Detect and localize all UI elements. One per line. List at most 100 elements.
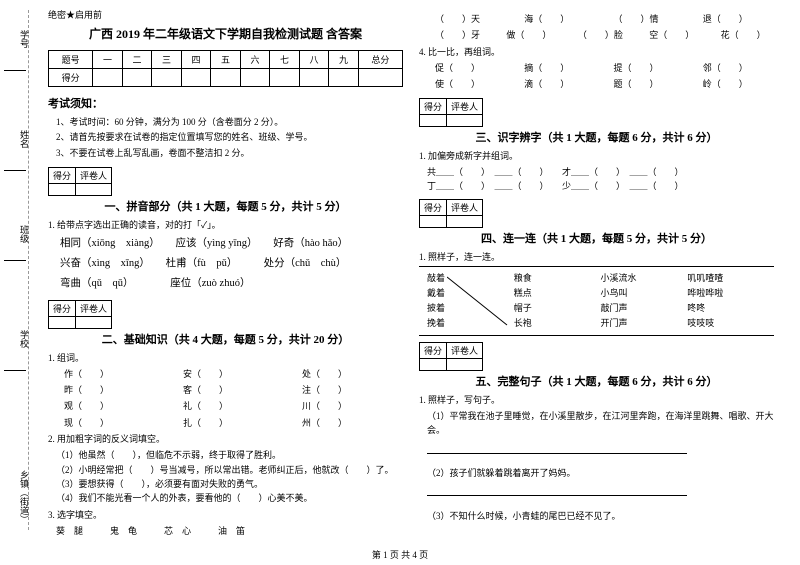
zuci-grid: 作（ ）安（ ）处（ ） 昨（ ）客（ ）注（ ） 观（ ）礼（ ）川（ ） 现…: [56, 367, 403, 431]
cell: 海（ ）: [524, 12, 595, 26]
q-text: 1. 照样子，连一连。: [419, 250, 774, 263]
exam-title: 广西 2019 年二年级语文下学期自我检测试题 含答案: [48, 25, 403, 42]
pinyin-row: 兴奋（xìng xīng） 杜甫（fù pǔ） 处分（chǔ chù）: [60, 254, 403, 274]
zuci-cell: 扎（ ）: [183, 416, 284, 430]
match-cell: 粮食: [514, 271, 601, 286]
match-cell: 哗啦哗啦: [687, 286, 774, 301]
notice-title: 考试须知：: [48, 95, 403, 111]
cell: 五: [211, 51, 241, 69]
bind-label-name: 姓名: [18, 130, 31, 148]
line: （2）孩子们就躲着跳着离开了妈妈。: [427, 466, 774, 480]
blank-line: [427, 444, 687, 454]
table-row: 得分: [49, 69, 403, 87]
s5-lines: （1）平常我在池子里睡觉，在小溪里散步，在江河里奔跑，在海洋里跳舞、唱歌、开大会…: [427, 409, 774, 523]
cell: 评卷人: [447, 342, 483, 358]
cell: （ ）情: [614, 12, 685, 26]
cell: 总分: [358, 51, 402, 69]
cell: 八: [299, 51, 329, 69]
secret-label: 绝密★启用前: [48, 8, 403, 21]
line: （4）我们不能光看一个人的外表，要看他的（ ）心美不美。: [56, 491, 403, 505]
zuci-cell: 川（ ）: [302, 399, 403, 413]
cell: 得分: [420, 342, 447, 358]
match-cell: 帽子: [514, 301, 601, 316]
cell: （ ）天: [435, 12, 506, 26]
line: （3）不知什么时候，小青蛙的尾巴已经不见了。: [427, 509, 774, 523]
section-3-title: 三、识字辨字（共 1 大题，每题 6 分，共计 6 分）: [419, 129, 774, 145]
score-box: 得分评卷人: [48, 167, 112, 196]
cell: 评卷人: [447, 200, 483, 216]
bind-slot: [4, 70, 26, 71]
match-cell: 咚咚: [687, 301, 774, 316]
match-cell: 戴着: [427, 286, 514, 301]
cell: 一: [93, 51, 123, 69]
bind-label-xuehao: 学号: [18, 30, 31, 48]
section-4-title: 四、连一连（共 1 大题，每题 5 分，共计 5 分）: [419, 230, 774, 246]
binding-dash: [28, 10, 29, 530]
cell: 摘（ ）: [524, 61, 595, 75]
score-summary-table: 题号 一 二 三 四 五 六 七 八 九 总分 得分: [48, 50, 403, 87]
zuci-cell: 观（ ）: [64, 399, 165, 413]
section-5-title: 五、完整句子（共 1 大题，每题 6 分，共计 6 分）: [419, 373, 774, 389]
cell: 邻（ ）: [703, 61, 774, 75]
cell: 花（ ）: [721, 28, 774, 42]
cell: （ ）脸: [578, 28, 631, 42]
notice-list: 1、考试时间：60 分钟，满分为 100 分（含卷面分 2 分）。 2、请首先按…: [56, 115, 403, 161]
q4-rows: 促（ ） 摘（ ） 提（ ） 邻（ ） 使（ ） 滴（ ） 题（ ） 岭（ ）: [427, 61, 774, 92]
cell: 九: [329, 51, 359, 69]
match-box: 敲着粮食小溪流水叽叽喳喳 戴着糕点小鸟叫哗啦哗啦 披着帽子敲门声咚咚 挽着长袍开…: [419, 266, 774, 335]
cell: 得分: [49, 69, 93, 87]
match-cell: 叽叽喳喳: [687, 271, 774, 286]
section-1-title: 一、拼音部分（共 1 大题，每题 5 分，共计 5 分）: [48, 198, 403, 214]
match-cell: 挽着: [427, 316, 514, 331]
match-cell: 开门声: [601, 316, 688, 331]
score-box: 得分评卷人: [419, 342, 483, 371]
pinyin-row: 相同（xiōng xiàng） 应该（yìng yīng） 好奇（hào hǎo…: [60, 234, 403, 254]
line: （1）他虽然（ ），但临危不示弱，终于取得了胜利。: [56, 448, 403, 462]
page-footer: 第 1 页 共 4 页: [0, 548, 800, 561]
bind-slot: [4, 370, 26, 371]
score-box: 得分评卷人: [419, 98, 483, 127]
q-text: 1. 照样子，写句子。: [419, 393, 774, 406]
cell: 评卷人: [76, 167, 112, 183]
bind-slot: [4, 260, 26, 261]
line: （3）要想获得（ ），必须要有面对失败的勇气。: [56, 477, 403, 491]
cell: 四: [181, 51, 211, 69]
match-cell: 小溪流水: [601, 271, 688, 286]
cell: 滴（ ）: [524, 77, 595, 91]
cell: 得分: [49, 300, 76, 316]
cell: 提（ ）: [614, 61, 685, 75]
notice-item: 2、请首先按要求在试卷的指定位置填写您的姓名、班级、学号。: [56, 130, 403, 145]
top-fill-rows: （ ）天 海（ ） （ ）情 退（ ） （ ）牙 做（ ） （ ）脸 空（ ） …: [427, 12, 774, 43]
zuci-cell: 注（ ）: [302, 383, 403, 397]
cell: 使（ ）: [435, 77, 506, 91]
match-cell: 敲门声: [601, 301, 688, 316]
section-2-title: 二、基础知识（共 4 大题，每题 5 分，共计 20 分）: [48, 331, 403, 347]
q-text: 1. 组词。: [48, 351, 403, 364]
line: （1）平常我在池子里睡觉，在小溪里散步，在江河里奔跑，在海洋里跳舞、唱歌、开大会…: [427, 409, 774, 438]
bind-label-town: 乡镇（街道）: [18, 470, 31, 524]
cell: 二: [122, 51, 152, 69]
cell: 题（ ）: [614, 77, 685, 91]
zuci-cell: 作（ ）: [64, 367, 165, 381]
notice-item: 1、考试时间：60 分钟，满分为 100 分（含卷面分 2 分）。: [56, 115, 403, 130]
cell: 得分: [420, 200, 447, 216]
zuci-cell: 安（ ）: [183, 367, 284, 381]
zuci-cell: 礼（ ）: [183, 399, 284, 413]
right-column: （ ）天 海（ ） （ ）情 退（ ） （ ）牙 做（ ） （ ）脸 空（ ） …: [411, 8, 782, 540]
cell: 得分: [420, 98, 447, 114]
line: （2）小明经常把（ ）号当减号，所以常出错。老师纠正后，他就改（ ）了。: [56, 463, 403, 477]
q2-lines: （1）他虽然（ ），但临危不示弱，终于取得了胜利。 （2）小明经常把（ ）号当减…: [56, 448, 403, 506]
match-cell: 长袍: [514, 316, 601, 331]
q-text: 2. 用加粗字词的反义词填空。: [48, 432, 403, 445]
zuci-cell: 昨（ ）: [64, 383, 165, 397]
table-row: 题号 一 二 三 四 五 六 七 八 九 总分: [49, 51, 403, 69]
match-cell: 敲着: [427, 271, 514, 286]
cell: 岭（ ）: [703, 77, 774, 91]
line: 丁＿＿（ ） ＿＿（ ） 少＿＿（ ） ＿＿（ ）: [427, 179, 774, 193]
cell: 评卷人: [447, 98, 483, 114]
cell: 评卷人: [76, 300, 112, 316]
cell: 六: [240, 51, 270, 69]
binding-margin: 学号 姓名 班级 学校 乡镇（街道）: [0, 0, 36, 560]
line: 共＿＿（ ） ＿＿（ ） 才＿＿（ ） ＿＿（ ）: [427, 165, 774, 179]
page: 绝密★启用前 广西 2019 年二年级语文下学期自我检测试题 含答案 题号 一 …: [0, 0, 800, 540]
